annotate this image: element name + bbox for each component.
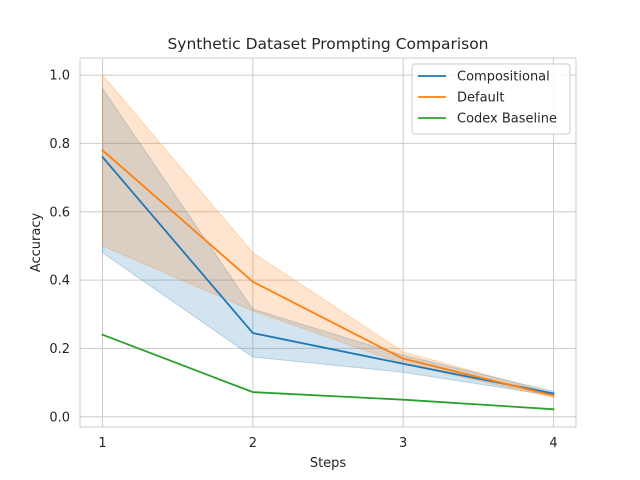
y-tick-label: 0.2: [49, 342, 70, 357]
band-default: [102, 73, 554, 399]
line-codex-baseline: [101, 333, 555, 411]
x-tick-label: 1: [98, 436, 106, 451]
x-tick-label: 4: [549, 436, 557, 451]
y-tick-label: 0.6: [49, 205, 70, 220]
y-tick-label: 1.0: [49, 69, 70, 84]
y-axis-label: Accuracy: [29, 213, 44, 273]
legend-label: Codex Baseline: [457, 112, 557, 127]
legend-label: Default: [457, 91, 505, 106]
x-axis-label: Steps: [310, 456, 347, 471]
x-tick-label: 2: [249, 436, 257, 451]
chart-title: Synthetic Dataset Prompting Comparison: [167, 35, 488, 53]
line-default: [101, 148, 555, 397]
y-tick-label: 0.4: [49, 274, 70, 289]
series-lines: [101, 148, 555, 411]
line-compositional: [101, 155, 555, 395]
plot-frame: [79, 57, 577, 428]
legend-box: [411, 63, 571, 135]
tick-labels: 1 2 3 4 0.0 0.2 0.4 0.6 0.8 1.0: [49, 69, 557, 451]
y-tick-label: 0.8: [49, 137, 70, 152]
x-tick-label: 3: [399, 436, 407, 451]
legend: Compositional Default Codex Baseline: [411, 63, 571, 135]
y-tick-label: 0.0: [49, 410, 70, 425]
legend-label: Compositional: [457, 70, 550, 85]
